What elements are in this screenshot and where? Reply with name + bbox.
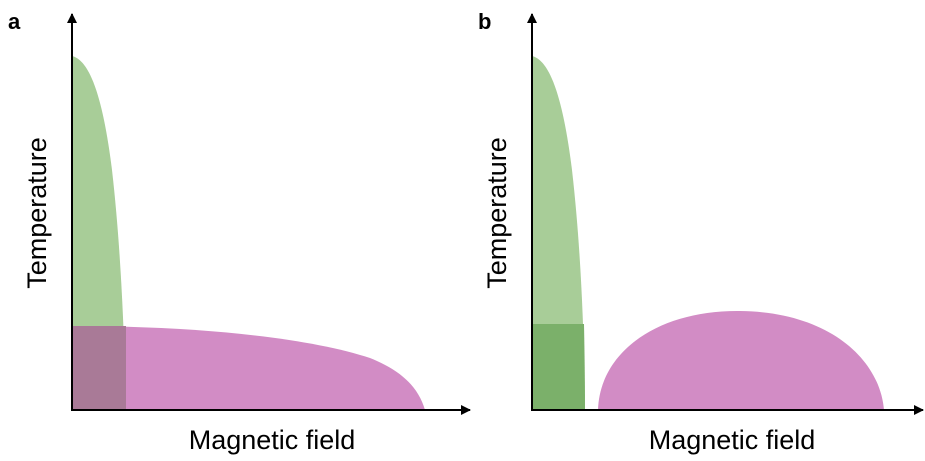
panel-a-magenta-region xyxy=(72,326,425,410)
panel-b-green-region xyxy=(532,56,585,410)
panel-a-overlap-region xyxy=(72,326,126,410)
panel-b-label: b xyxy=(478,9,491,34)
panel-b-magenta-region xyxy=(598,310,884,410)
panel-a-y-axis-label: Temperature xyxy=(22,137,52,289)
panel-b-x-axis-label: Magnetic field xyxy=(649,425,816,455)
panel-a-green-region xyxy=(72,56,126,410)
panel-a-x-axis-label: Magnetic field xyxy=(189,425,356,455)
panel-b-y-axis-label: Temperature xyxy=(482,137,512,289)
panel-a: a Magnetic field Temperature xyxy=(8,9,471,455)
panel-b: b Magnetic field Temperature xyxy=(478,9,924,455)
panel-b-dark-green-region xyxy=(532,324,585,410)
panel-a-label: a xyxy=(8,9,21,34)
